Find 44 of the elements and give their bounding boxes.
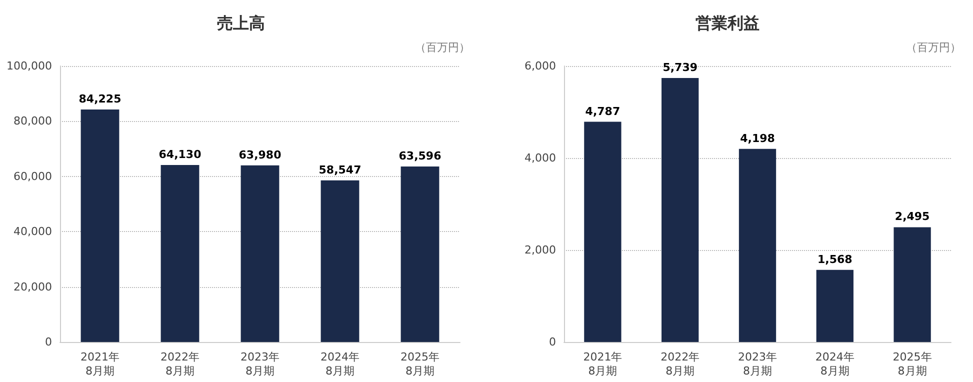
x-tick-label: 2022年 8月期 (660, 350, 700, 378)
bar (160, 165, 200, 342)
x-tick-label: 2022年 8月期 (160, 350, 200, 378)
bar (80, 110, 120, 342)
text: 84,225 (78, 92, 122, 106)
bar (662, 78, 699, 342)
text: 63,980 (238, 148, 282, 162)
y-tick-label: 4,000 (524, 152, 556, 164)
text: （百万円） (415, 41, 470, 54)
x-tick-label: 2025年 8月期 (400, 350, 440, 378)
text: 64,130 (158, 148, 202, 161)
text: （百万円） (906, 41, 961, 54)
x-tick-label: 2025年 8月期 (892, 350, 932, 378)
y-tick-label: 100,000 (6, 60, 52, 72)
x-tick-label: 2021年 8月期 (583, 350, 622, 378)
text: 5,739 (662, 61, 698, 74)
text: 58,547 (318, 163, 362, 176)
bar (584, 122, 622, 342)
y-tick-label: 20,000 (14, 280, 52, 294)
y-tick-label: 60,000 (14, 170, 52, 183)
y-tick-label: 6,000 (524, 60, 556, 72)
x-tick-label: 2021年 8月期 (80, 350, 120, 378)
bar (894, 227, 931, 342)
text: 2,495 (894, 210, 930, 224)
text: 63,596 (398, 149, 442, 162)
x-tick-label: 2024年 8月期 (320, 350, 360, 378)
y-tick-label: 80,000 (14, 114, 52, 128)
text: 4,198 (740, 132, 775, 145)
y-tick-label: 0 (45, 336, 52, 348)
y-tick-label: 2,000 (524, 244, 556, 256)
text: 4,787 (585, 104, 620, 118)
bar (320, 180, 360, 342)
text: 1,568 (818, 252, 852, 266)
y-tick-label: 0 (549, 336, 556, 348)
x-tick-label: 2024年 8月期 (815, 350, 854, 378)
y-tick-label: 40,000 (14, 225, 52, 238)
bar (738, 148, 776, 342)
bar (240, 165, 280, 342)
x-tick-label: 2023年 8月期 (738, 350, 777, 378)
bar (816, 270, 854, 342)
chart-title: 売上高 (217, 14, 265, 32)
x-tick-label: 2023年 8月期 (240, 350, 280, 378)
chart-title: 営業利益 (696, 14, 760, 32)
bar (400, 166, 440, 342)
